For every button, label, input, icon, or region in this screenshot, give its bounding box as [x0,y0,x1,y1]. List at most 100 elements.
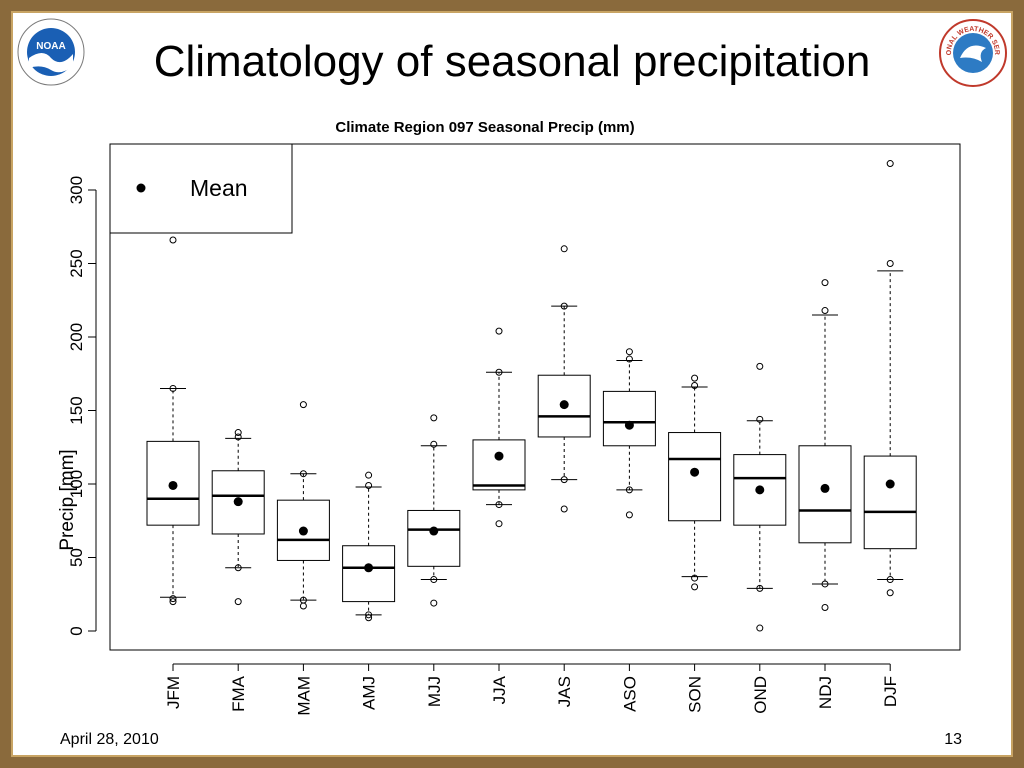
box-FMA [211,429,265,606]
mean-point [364,563,374,573]
outlier-point [886,160,894,168]
iqr-box [863,455,917,550]
outlier-point [169,595,177,603]
outlier-point [560,245,568,253]
x-tick-label: SON [686,676,705,713]
outlier-point [234,564,242,572]
x-tick-label: ASO [620,676,639,712]
plot-border [109,143,961,651]
mean-point [298,526,308,536]
box-MAM [276,401,330,610]
mean-point [820,483,830,493]
outlier-point [691,583,699,591]
outlier-point [234,429,242,437]
page-number: 13 [944,731,962,748]
mean-point [885,479,895,489]
footer-date: April 28, 2010 [60,731,159,748]
x-tick-label: AMJ [360,676,379,710]
box-DJF [863,160,917,597]
outlier-point [821,279,829,287]
outlier-point [821,603,829,611]
chart-area: Climate Region 097 Seasonal Precip (mm) … [48,104,974,724]
outlier-point [365,611,373,619]
iqr-box [798,445,852,544]
outlier-point [560,505,568,513]
outlier-point [625,486,633,494]
outlier-point [430,414,438,422]
box-ASO [602,348,656,519]
outlier-point [495,327,503,335]
y-axis-label: Precip [mm] [57,449,78,550]
outlier-point [365,471,373,479]
x-tick-label: JAS [555,676,574,707]
outlier-point [886,260,894,267]
outlier-point [756,624,764,632]
mean-point [624,420,634,430]
x-tick-label: DJF [881,676,900,707]
outlier-point [430,440,438,448]
y-tick-label: 300 [67,176,86,204]
outlier-point [299,602,307,610]
outlier-point [691,382,699,390]
y-tick-label: 250 [67,249,86,277]
outlier-point [169,598,177,606]
iqr-box [602,390,656,447]
outlier-point [886,576,894,584]
outlier-point [430,576,438,584]
outlier-point [886,589,894,597]
outlier-point [691,374,699,382]
outlier-point [365,614,373,622]
box-SON [668,374,722,591]
mean-point [559,400,569,410]
legend-mean-label: Mean [190,175,248,201]
x-tick-label: NDJ [816,676,835,709]
box-OND [733,362,787,632]
outlier-point [821,307,829,315]
outlier-point [625,511,633,519]
outlier-point [169,236,177,244]
mean-point [233,497,243,507]
outlier-point [234,433,242,441]
box-plot-chart: Climate Region 097 Seasonal Precip (mm) … [57,119,961,716]
slide-title: Climatology of seasonal precipitation [153,37,871,86]
outlier-point [234,598,242,606]
x-tick-label: JJA [490,675,509,704]
chart-title: Climate Region 097 Seasonal Precip (mm) [335,119,634,136]
x-tick-label: FMA [229,675,248,712]
legend: Mean [109,143,293,234]
mean-point [494,451,504,461]
outlier-point [625,355,633,363]
box-JAS [537,245,591,513]
legend-mean-marker [136,183,146,193]
outlier-point [299,470,307,478]
national-weather-service-logo-icon: NATIONAL WEATHER SERVICE [935,13,1008,88]
noaa-logo-text: NOAA [36,41,65,52]
outlier-point [365,481,373,489]
y-tick-label: 100 [67,470,86,498]
box-series [146,160,917,632]
iqr-box [472,439,526,491]
mean-point [429,526,439,536]
iqr-box [407,509,461,567]
noaa-logo-icon: NOAA [17,18,85,86]
outlier-point [756,362,764,370]
y-tick-label: 200 [67,323,86,351]
outlier-point [495,368,503,376]
outlier-point [560,476,568,484]
box-MJJ [407,414,461,607]
box-JFM [146,236,200,606]
box-AMJ [342,471,396,622]
mean-point [755,485,765,495]
mean-point [168,480,178,490]
box-NDJ [798,279,852,611]
y-tick-label: 150 [67,396,86,424]
outlier-point [169,384,177,392]
x-tick-label: JFM [164,676,183,709]
x-tick-label: OND [751,676,770,714]
x-axis: JFM FMA MAM AMJ MJJ JJA JAS ASO SON OND NDJ DJF [164,663,900,716]
outlier-point [495,520,503,528]
box-JJA [472,327,526,528]
x-tick-label: MAM [294,676,313,716]
iqr-box [342,545,396,603]
outlier-point [299,596,307,604]
